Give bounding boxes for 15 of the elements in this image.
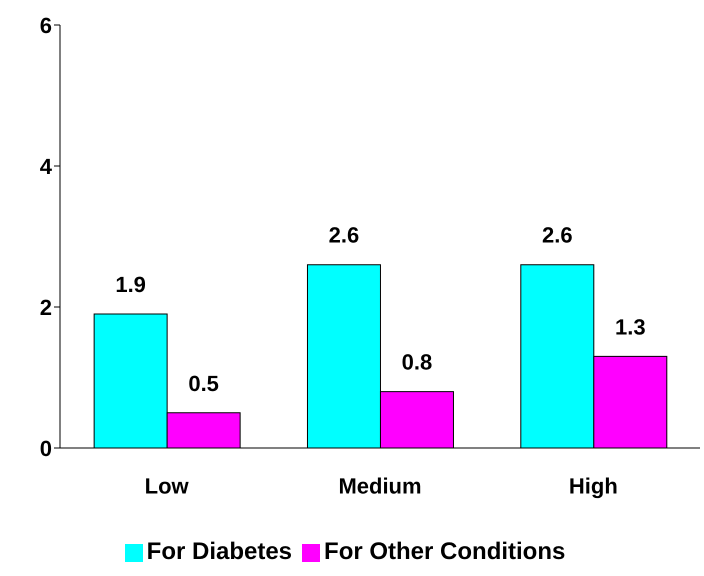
- data-label: 1.9: [115, 272, 146, 298]
- data-label: 0.8: [402, 350, 432, 375]
- data-label: 2.6: [542, 222, 573, 248]
- x-tick-label: Medium: [338, 474, 422, 499]
- x-tick-label: High: [568, 474, 618, 499]
- y-tick-label: 6: [40, 12, 52, 38]
- data-label: 2.6: [328, 222, 360, 248]
- y-tick-label: 0: [40, 436, 52, 461]
- legend-label: For Other Conditions: [324, 538, 566, 565]
- data-label: 0.5: [188, 370, 219, 396]
- y-tick-label: 2: [40, 294, 52, 320]
- x-tick-label: Low: [144, 474, 190, 499]
- y-tick-label: 4: [40, 154, 53, 179]
- legend-label: For Diabetes: [146, 538, 292, 565]
- data-label: 1.3: [615, 314, 646, 340]
